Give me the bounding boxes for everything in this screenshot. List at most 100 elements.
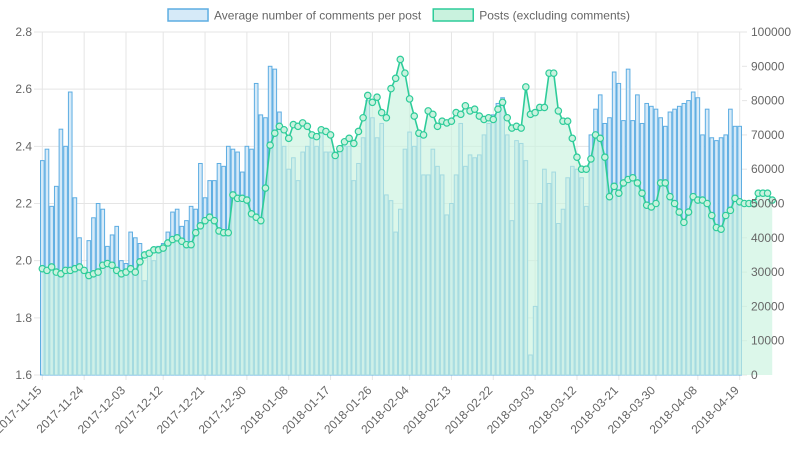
- line-point[interactable]: [405, 95, 414, 103]
- line-point[interactable]: [726, 206, 735, 215]
- line-point[interactable]: [191, 228, 200, 237]
- line-point[interactable]: [456, 110, 465, 119]
- line-point[interactable]: [447, 117, 456, 125]
- line-point[interactable]: [391, 74, 400, 83]
- line-point[interactable]: [210, 216, 219, 225]
- y-left-tick-label: 2.2: [15, 197, 32, 211]
- line-point[interactable]: [159, 244, 168, 252]
- line-point[interactable]: [382, 113, 391, 122]
- line-point[interactable]: [605, 192, 614, 201]
- line-point[interactable]: [717, 225, 725, 234]
- line-point[interactable]: [387, 84, 395, 93]
- line-point[interactable]: [661, 179, 670, 187]
- line-point[interactable]: [266, 141, 274, 149]
- line-point[interactable]: [628, 173, 637, 182]
- line-point[interactable]: [336, 144, 344, 153]
- line-point[interactable]: [652, 199, 660, 208]
- y-right-tick-label: 70000: [751, 128, 785, 142]
- line-point[interactable]: [368, 98, 377, 107]
- line-point[interactable]: [270, 129, 279, 137]
- line-point[interactable]: [554, 107, 563, 115]
- line-point[interactable]: [489, 115, 498, 124]
- line-point[interactable]: [498, 98, 507, 107]
- line-point[interactable]: [94, 268, 102, 276]
- line-point[interactable]: [429, 110, 437, 119]
- line-point[interactable]: [396, 55, 405, 64]
- line-point[interactable]: [257, 216, 265, 225]
- line-point[interactable]: [522, 83, 530, 91]
- line-point[interactable]: [675, 208, 684, 216]
- line-point[interactable]: [419, 131, 428, 139]
- line-point[interactable]: [350, 139, 358, 148]
- line-point[interactable]: [401, 69, 409, 77]
- line-point[interactable]: [326, 131, 335, 139]
- line-point[interactable]: [568, 134, 577, 143]
- line-point[interactable]: [666, 192, 674, 201]
- line-point[interactable]: [503, 113, 512, 122]
- line-point[interactable]: [280, 125, 288, 134]
- line-point[interactable]: [587, 155, 595, 163]
- legend-item[interactable]: Posts (excluding comments): [432, 8, 630, 23]
- y-right-tick-label: 90000: [751, 59, 785, 73]
- y-left-tick-label: 2.0: [15, 254, 32, 268]
- line-point[interactable]: [638, 189, 646, 198]
- line-point[interactable]: [224, 228, 233, 237]
- line-point[interactable]: [261, 184, 270, 192]
- line-point[interactable]: [610, 182, 618, 191]
- line-point[interactable]: [108, 261, 116, 270]
- line-point[interactable]: [531, 108, 539, 117]
- legend-item[interactable]: Average number of comments per post: [167, 8, 422, 23]
- line-point[interactable]: [707, 211, 716, 220]
- line-point[interactable]: [187, 240, 195, 249]
- line-point[interactable]: [377, 108, 386, 117]
- line-point[interactable]: [573, 153, 581, 161]
- line-point[interactable]: [633, 179, 642, 187]
- line-point[interactable]: [359, 113, 367, 122]
- line-point[interactable]: [284, 134, 293, 143]
- line-point[interactable]: [749, 199, 758, 208]
- line-point[interactable]: [136, 258, 144, 266]
- line-point[interactable]: [596, 134, 605, 143]
- legend[interactable]: Average number of comments per post Posts…: [167, 8, 630, 23]
- legend-swatch: [167, 8, 209, 22]
- line-point[interactable]: [470, 105, 479, 113]
- y-right-tick-label: 30000: [751, 265, 785, 279]
- line-point[interactable]: [721, 211, 730, 220]
- line-point[interactable]: [410, 112, 419, 120]
- line-point[interactable]: [563, 117, 572, 125]
- line-point[interactable]: [303, 122, 312, 131]
- line-point[interactable]: [363, 91, 372, 100]
- line-point[interactable]: [601, 153, 609, 161]
- line-point[interactable]: [703, 199, 711, 208]
- line-point[interactable]: [433, 122, 442, 131]
- y-right-tick-label: 20000: [751, 299, 785, 313]
- line-series: [38, 55, 777, 375]
- line-point[interactable]: [494, 105, 502, 113]
- line-point[interactable]: [80, 266, 88, 275]
- y-left-tick-label: 2.8: [15, 25, 32, 39]
- line-point[interactable]: [373, 93, 381, 101]
- line-point[interactable]: [582, 165, 591, 174]
- line-point[interactable]: [131, 268, 140, 276]
- legend-label: Posts (excluding comments): [479, 9, 630, 23]
- line-point[interactable]: [763, 189, 772, 198]
- line-point[interactable]: [461, 101, 470, 110]
- line-point[interactable]: [312, 132, 321, 141]
- line-point[interactable]: [684, 208, 693, 216]
- line-point[interactable]: [354, 127, 363, 136]
- line-point[interactable]: [331, 151, 340, 160]
- y-right-tick-label: 0: [751, 368, 758, 382]
- line-point[interactable]: [243, 196, 251, 204]
- line-point[interactable]: [47, 263, 56, 271]
- line-point[interactable]: [768, 196, 777, 204]
- line-point[interactable]: [196, 221, 205, 230]
- line-point[interactable]: [680, 218, 688, 227]
- line-point[interactable]: [549, 69, 558, 77]
- line-point[interactable]: [517, 124, 525, 132]
- line-point[interactable]: [614, 189, 623, 198]
- line-point[interactable]: [540, 103, 549, 112]
- line-point[interactable]: [345, 134, 353, 143]
- line-point[interactable]: [670, 199, 679, 208]
